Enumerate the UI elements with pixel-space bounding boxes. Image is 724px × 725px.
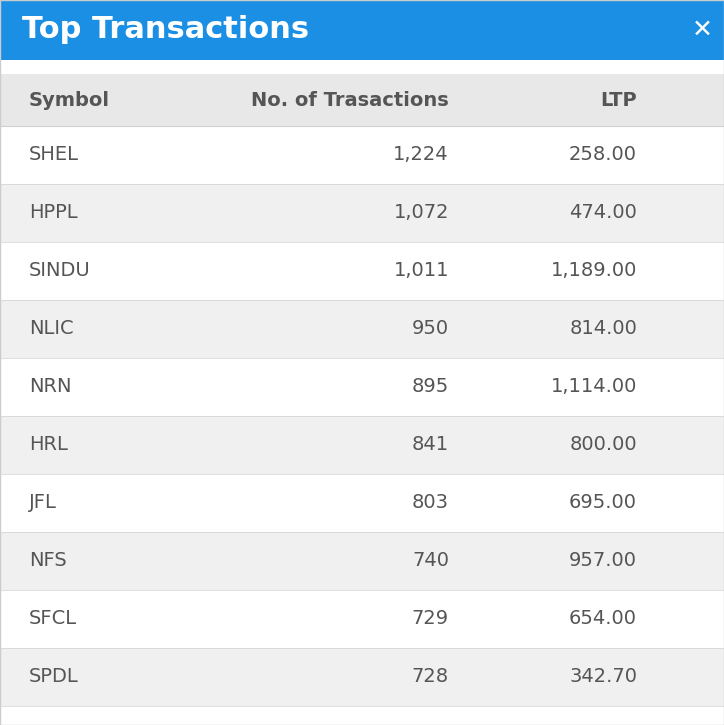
FancyBboxPatch shape xyxy=(0,648,724,706)
Text: 728: 728 xyxy=(412,668,449,687)
Text: SPDL: SPDL xyxy=(29,668,79,687)
FancyBboxPatch shape xyxy=(0,416,724,474)
Text: 1,224: 1,224 xyxy=(393,146,449,165)
Text: SFCL: SFCL xyxy=(29,610,77,629)
Text: Top Transactions: Top Transactions xyxy=(22,15,309,44)
Text: SINDU: SINDU xyxy=(29,262,90,281)
FancyBboxPatch shape xyxy=(0,474,724,532)
Text: JFL: JFL xyxy=(29,494,57,513)
Text: 1,072: 1,072 xyxy=(393,204,449,223)
Text: 957.00: 957.00 xyxy=(569,552,637,571)
Text: 258.00: 258.00 xyxy=(569,146,637,165)
FancyBboxPatch shape xyxy=(0,74,724,126)
Text: 654.00: 654.00 xyxy=(569,610,637,629)
Text: HRL: HRL xyxy=(29,436,68,455)
Text: 803: 803 xyxy=(412,494,449,513)
FancyBboxPatch shape xyxy=(0,126,724,184)
FancyBboxPatch shape xyxy=(0,590,724,648)
Text: 950: 950 xyxy=(412,320,449,339)
Text: 841: 841 xyxy=(412,436,449,455)
Text: 1,011: 1,011 xyxy=(393,262,449,281)
Text: ✕: ✕ xyxy=(691,18,713,42)
Text: 342.70: 342.70 xyxy=(569,668,637,687)
Text: 814.00: 814.00 xyxy=(569,320,637,339)
Text: 695.00: 695.00 xyxy=(569,494,637,513)
Text: 1,114.00: 1,114.00 xyxy=(551,378,637,397)
FancyBboxPatch shape xyxy=(0,0,724,60)
Text: 1,189.00: 1,189.00 xyxy=(551,262,637,281)
FancyBboxPatch shape xyxy=(0,532,724,590)
Text: NFS: NFS xyxy=(29,552,67,571)
FancyBboxPatch shape xyxy=(0,242,724,300)
Text: SHEL: SHEL xyxy=(29,146,79,165)
Text: NRN: NRN xyxy=(29,378,72,397)
Text: Symbol: Symbol xyxy=(29,91,110,109)
Text: 729: 729 xyxy=(412,610,449,629)
Text: HPPL: HPPL xyxy=(29,204,77,223)
Text: NLIC: NLIC xyxy=(29,320,74,339)
Text: 895: 895 xyxy=(412,378,449,397)
FancyBboxPatch shape xyxy=(0,300,724,358)
Text: LTP: LTP xyxy=(600,91,637,109)
Text: 474.00: 474.00 xyxy=(569,204,637,223)
FancyBboxPatch shape xyxy=(0,184,724,242)
Text: 740: 740 xyxy=(412,552,449,571)
Text: No. of Trasactions: No. of Trasactions xyxy=(251,91,449,109)
Text: 800.00: 800.00 xyxy=(570,436,637,455)
FancyBboxPatch shape xyxy=(0,358,724,416)
